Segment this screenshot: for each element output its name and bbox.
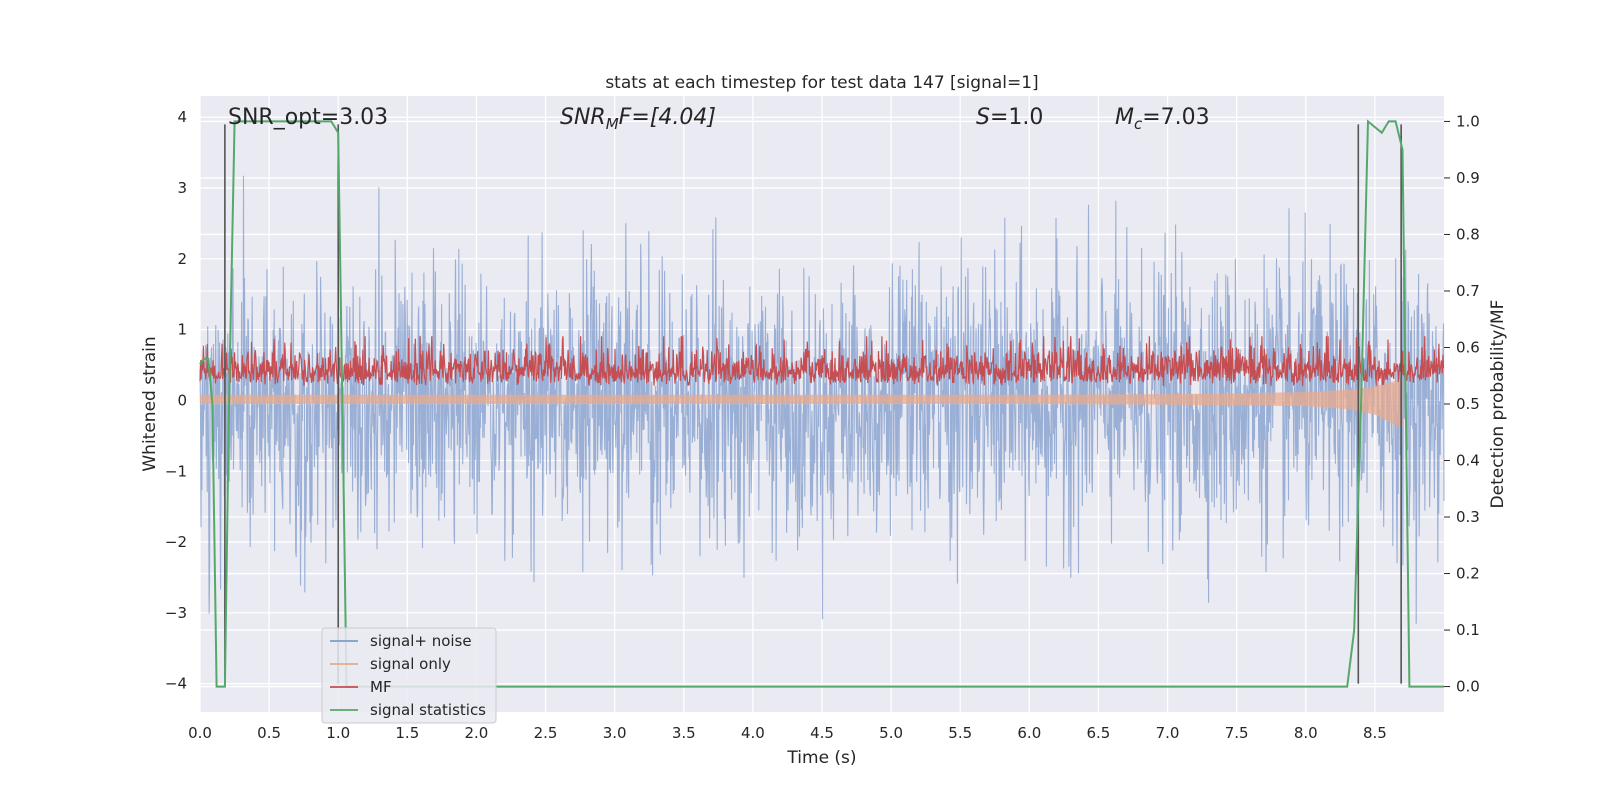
x-tick-label: 2.5 xyxy=(534,724,558,742)
x-tick-label: 8.0 xyxy=(1294,724,1318,742)
y-right-tick-label: 0.5 xyxy=(1456,395,1480,413)
legend-box xyxy=(321,627,497,724)
y-right-tick-label: 0.4 xyxy=(1456,452,1480,470)
y-left-tick-label: −4 xyxy=(165,675,187,693)
y-left-tick-label: 1 xyxy=(177,321,187,339)
x-axis-ticks: 0.0 0.5 1.0 1.5 2.0 2.5 3.0 3.5 4.0 4.5 5.0 5.5 6.0 6… xyxy=(188,724,1387,742)
annotation-mc: Mc=7.03 xyxy=(1115,105,1210,133)
annotation-snr-mf: SNRMF=[4.04] xyxy=(560,105,716,133)
x-tick-label: 6.5 xyxy=(1087,724,1111,742)
x-tick-label: 7.0 xyxy=(1156,724,1180,742)
mf-line xyxy=(199,336,1445,387)
x-tick-label: 0.5 xyxy=(257,724,281,742)
legend-label-mf: MF xyxy=(370,678,392,696)
legend-label-signal-statistics: signal statistics xyxy=(370,701,486,719)
y-left-tick-label: −3 xyxy=(165,604,187,622)
x-tick-label: 3.5 xyxy=(672,724,696,742)
x-tick-label: 4.0 xyxy=(741,724,765,742)
y-right-tick-label: 0.2 xyxy=(1456,565,1480,583)
y-left-tick-label: −1 xyxy=(165,462,187,480)
x-tick-label: 4.5 xyxy=(810,724,834,742)
signal-noise-line xyxy=(199,175,1445,624)
x-tick-label: 5.0 xyxy=(879,724,903,742)
x-tick-label: 7.5 xyxy=(1225,724,1249,742)
chart-title: stats at each timestep for test data 147… xyxy=(605,73,1038,93)
x-tick-label: 3.0 xyxy=(603,724,627,742)
y-right-tick-label: 0.1 xyxy=(1456,621,1480,639)
x-tick-label: 6.0 xyxy=(1017,724,1041,742)
y-right-tick-label: 0.9 xyxy=(1456,169,1480,187)
x-tick-label: 2.0 xyxy=(465,724,489,742)
y-left-tick-label: −2 xyxy=(165,533,187,551)
y-axis-left-label: Whitened strain xyxy=(140,336,160,471)
legend-label-signal-only: signal only xyxy=(370,655,451,673)
y-right-tick-label: 0.3 xyxy=(1456,508,1480,526)
annotation-snr-opt: SNR_opt=3.03 xyxy=(228,105,388,130)
y-right-tick-label: 0.7 xyxy=(1456,282,1480,300)
y-right-tick-label: 0.6 xyxy=(1456,338,1480,356)
y-left-tick-label: 2 xyxy=(177,250,187,268)
legend-label-signal-noise: signal+ noise xyxy=(370,632,472,650)
y-right-tick-label: 0.8 xyxy=(1456,225,1480,243)
y-axis-left-ticks: 4 3 2 1 0 −1 −2 −3 −4 xyxy=(165,108,187,692)
x-tick-label: 5.5 xyxy=(948,724,972,742)
y-axis-right-ticks: 1.0 0.9 0.8 0.7 0.6 0.5 0.4 0.3 0.2 0.1 0.0 xyxy=(1444,112,1480,696)
signal-only-band xyxy=(200,379,1403,429)
y-right-tick-label: 0.0 xyxy=(1456,678,1480,696)
y-axis-right-label: Detection probability/MF xyxy=(1488,300,1508,509)
annotation-s: S=1.0 xyxy=(976,105,1043,130)
signal-noise-series xyxy=(199,175,1445,624)
x-tick-label: 1.5 xyxy=(395,724,419,742)
mf-series xyxy=(199,336,1445,387)
legend: signal+ noise signal only MF signal stat… xyxy=(321,627,497,724)
y-left-tick-label: 4 xyxy=(177,108,187,126)
y-right-tick-label: 1.0 xyxy=(1456,112,1480,130)
y-left-tick-label: 3 xyxy=(177,179,187,197)
x-tick-label: 0.0 xyxy=(188,724,212,742)
x-tick-label: 1.0 xyxy=(326,724,350,742)
vertical-markers xyxy=(224,124,1402,684)
signal-only-series xyxy=(200,379,1403,429)
x-tick-label: 8.5 xyxy=(1363,724,1387,742)
y-left-tick-label: 0 xyxy=(177,391,187,409)
x-axis-label: Time (s) xyxy=(786,748,856,768)
